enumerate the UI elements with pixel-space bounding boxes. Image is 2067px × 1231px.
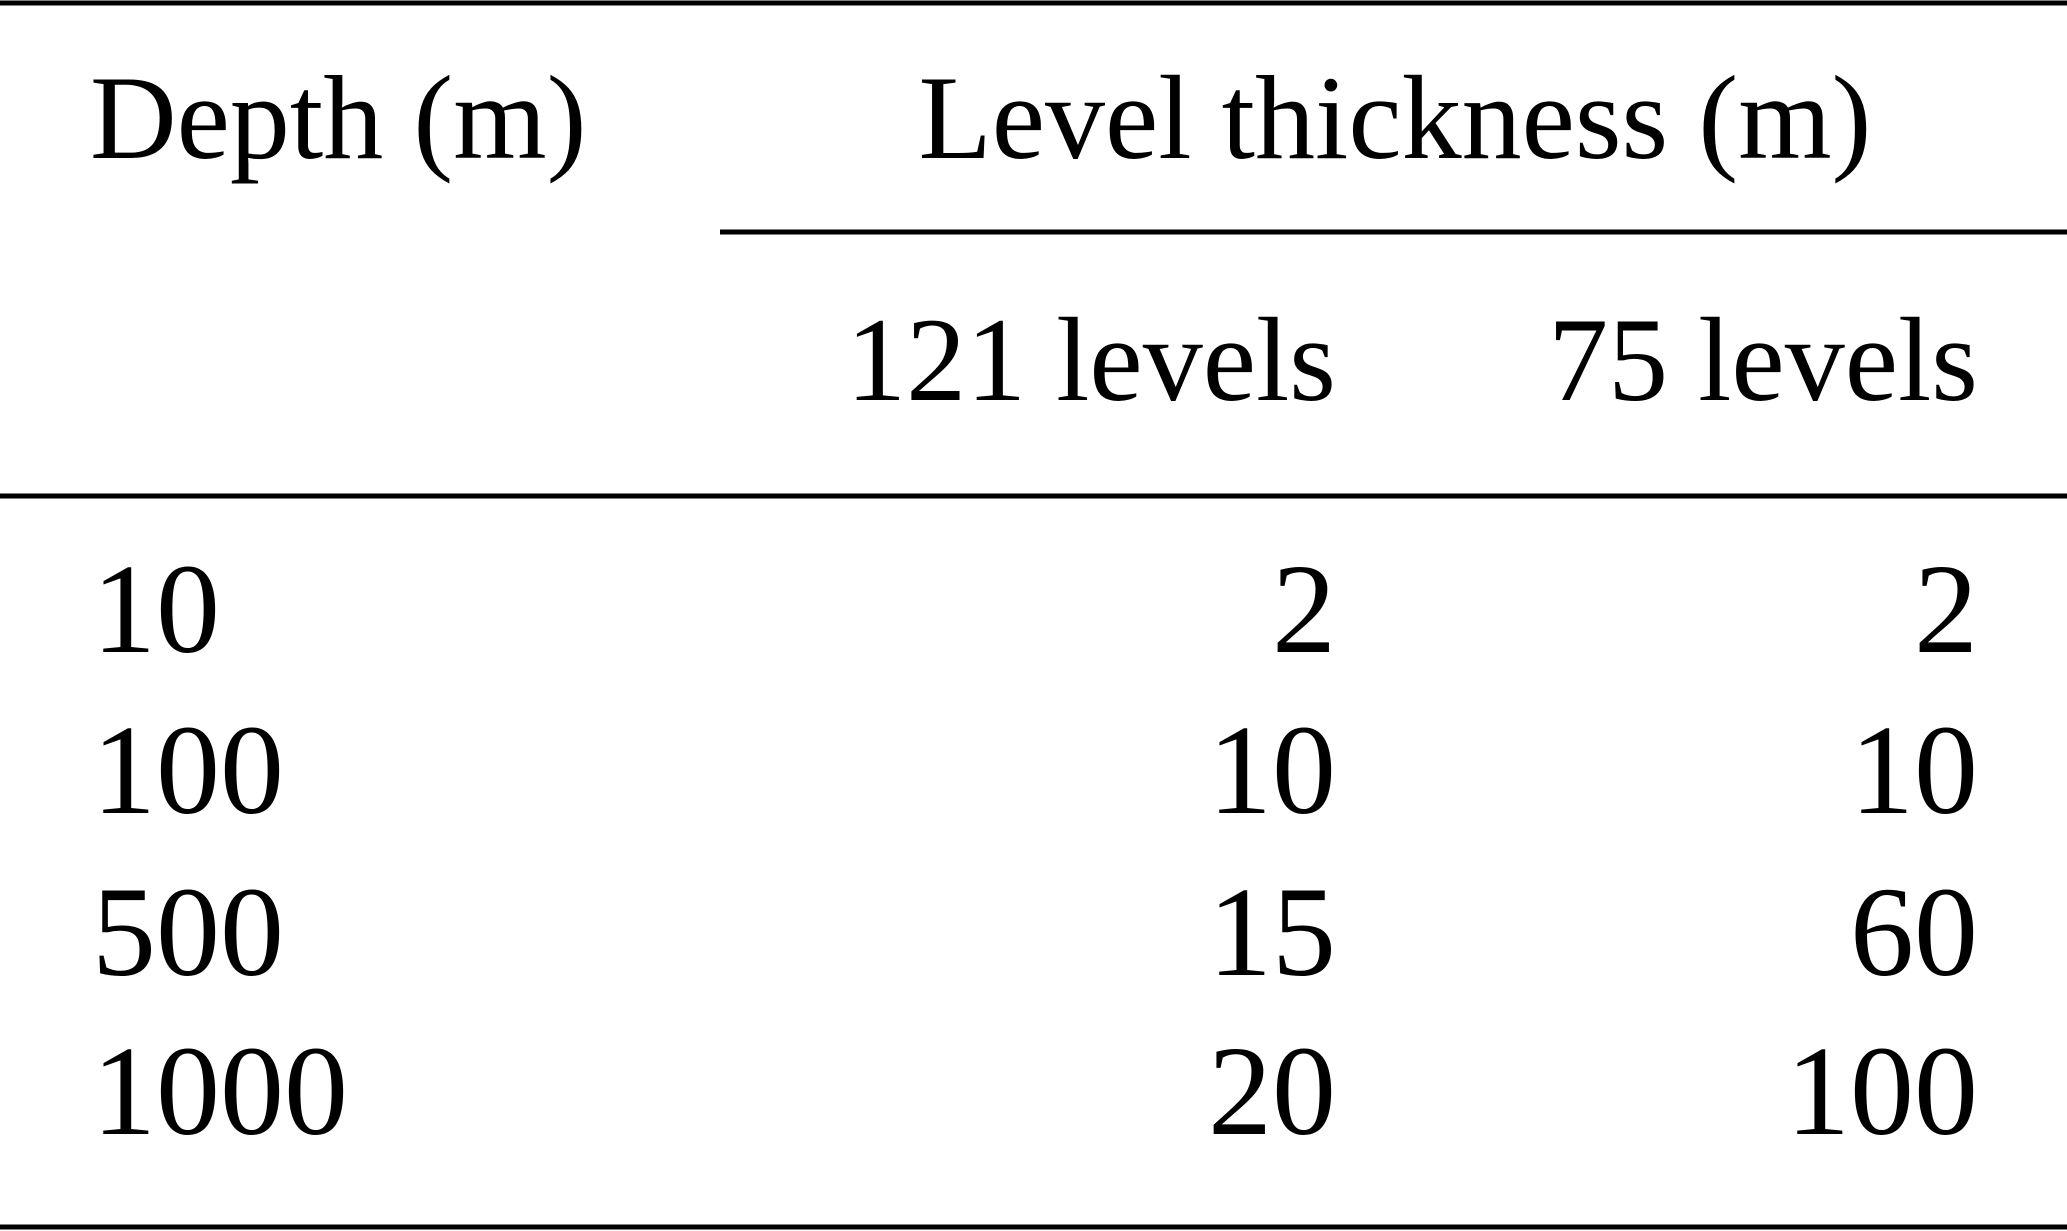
column-header: 75 levels (1548, 293, 1978, 426)
cell: 10 (1850, 699, 1978, 841)
cell: 2 (1272, 538, 1336, 680)
cell: 2 (1914, 538, 1978, 680)
cell: 60 (1850, 861, 1978, 1003)
cell: 100 (92, 699, 284, 841)
cell: 10 (1208, 699, 1336, 841)
cell: 20 (1208, 1020, 1336, 1162)
cell: 1000 (92, 1020, 348, 1162)
column-header: 121 levels (846, 293, 1336, 426)
cell: 500 (92, 861, 284, 1003)
cell: 10 (92, 538, 220, 680)
depth-header: Depth (m) (90, 51, 587, 184)
group-header: Level thickness (m) (918, 51, 1871, 184)
cell: 15 (1208, 861, 1336, 1003)
cell: 100 (1786, 1020, 1978, 1162)
